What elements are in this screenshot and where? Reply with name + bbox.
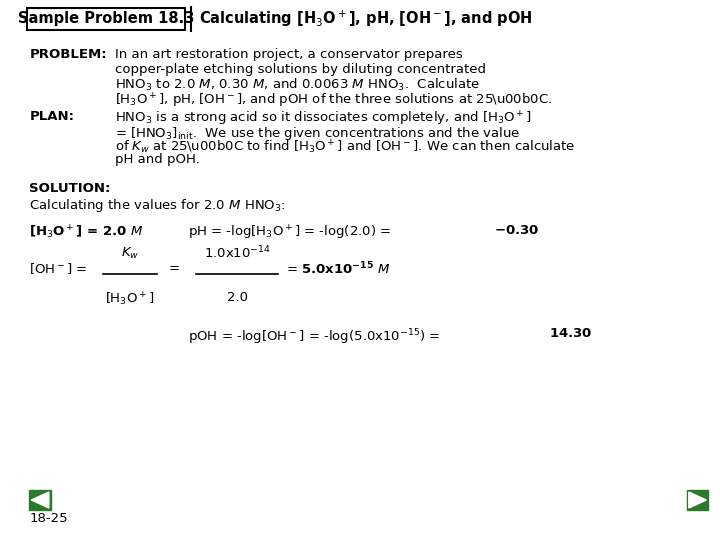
Bar — [30, 490, 51, 510]
Text: 18-25: 18-25 — [30, 512, 68, 525]
Text: = [HNO$_3$]$_\mathregular{init}$.  We use the given concentrations and the value: = [HNO$_3$]$_\mathregular{init}$. We use… — [115, 125, 521, 141]
Text: [OH$^-$] =: [OH$^-$] = — [30, 261, 88, 276]
Text: Sample Problem 18.3: Sample Problem 18.3 — [18, 11, 194, 26]
Text: $\bf{14.30}$: $\bf{14.30}$ — [549, 327, 593, 340]
Text: [H$_3$O$^+$] = 2.0 $M$: [H$_3$O$^+$] = 2.0 $M$ — [30, 224, 143, 241]
Text: 2.0: 2.0 — [227, 291, 248, 304]
Bar — [27, 8, 186, 30]
Text: HNO$_3$ to 2.0 $M$, 0.30 $M$, and 0.0063 $M$ HNO$_3$.  Calculate: HNO$_3$ to 2.0 $M$, 0.30 $M$, and 0.0063… — [115, 77, 480, 93]
Polygon shape — [31, 492, 49, 508]
Text: PROBLEM:: PROBLEM: — [30, 48, 107, 61]
Text: 1.0x10$^{-14}$: 1.0x10$^{-14}$ — [204, 245, 271, 261]
Polygon shape — [689, 492, 706, 508]
Text: [H$_3$O$^+$]: [H$_3$O$^+$] — [105, 291, 155, 308]
Text: $K_w$: $K_w$ — [121, 246, 139, 261]
Text: of $K_w$ at 25\u00b0C to find [H$_3$O$^+$] and [OH$^-$]. We can then calculate: of $K_w$ at 25\u00b0C to find [H$_3$O$^+… — [115, 139, 575, 157]
Text: =: = — [169, 262, 180, 275]
Text: copper-plate etching solutions by diluting concentrated: copper-plate etching solutions by diluti… — [115, 63, 486, 76]
Text: $\bf{-0.30}$: $\bf{-0.30}$ — [494, 224, 539, 237]
Text: SOLUTION:: SOLUTION: — [30, 182, 111, 195]
Text: pOH = -log[OH$^-$] = -log(5.0x10$^{-15}$) =: pOH = -log[OH$^-$] = -log(5.0x10$^{-15}$… — [189, 327, 442, 347]
Text: = $\bf{5.0x10^{-15}}$ $\bf{\mathit{M}}$: = $\bf{5.0x10^{-15}}$ $\bf{\mathit{M}}$ — [286, 261, 390, 278]
Text: pH and pOH.: pH and pOH. — [115, 153, 200, 166]
Text: pH = -log[H$_3$O$^+$] = -log(2.0) =: pH = -log[H$_3$O$^+$] = -log(2.0) = — [189, 224, 393, 242]
Text: HNO$_3$ is a strong acid so it dissociates completely, and [H$_3$O$^+$]: HNO$_3$ is a strong acid so it dissociat… — [115, 110, 532, 129]
Text: Calculating the values for 2.0 $M$ HNO$_3$:: Calculating the values for 2.0 $M$ HNO$_… — [30, 197, 286, 213]
Text: PLAN:: PLAN: — [30, 110, 74, 123]
Bar — [687, 490, 708, 510]
Text: [H$_3$O$^+$], pH, [OH$^-$], and pOH of the three solutions at 25\u00b0C.: [H$_3$O$^+$], pH, [OH$^-$], and pOH of t… — [115, 91, 552, 110]
Text: Calculating [H$_3$O$^+$], pH, [OH$^-$], and pOH: Calculating [H$_3$O$^+$], pH, [OH$^-$], … — [199, 9, 533, 29]
Text: In an art restoration project, a conservator prepares: In an art restoration project, a conserv… — [115, 48, 463, 61]
